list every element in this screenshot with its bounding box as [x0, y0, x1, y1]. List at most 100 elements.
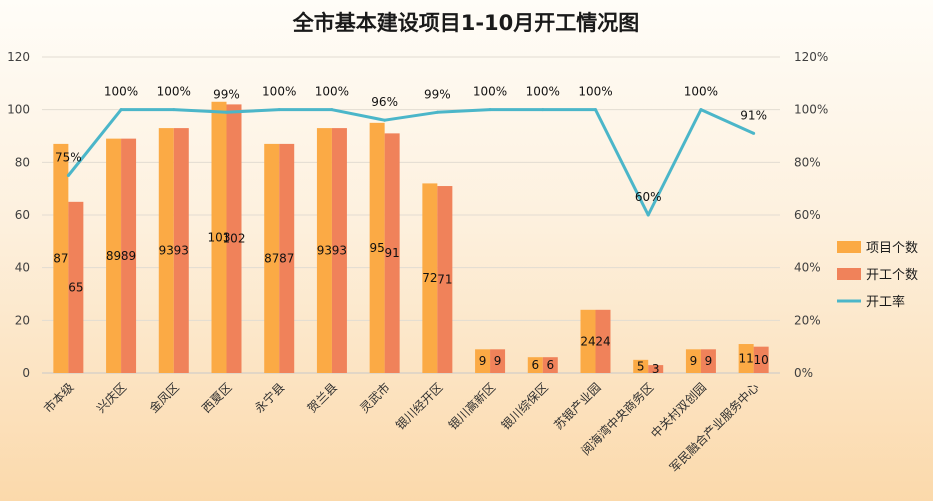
label-rate: 100%: [157, 85, 191, 99]
label-rate: 91%: [740, 108, 767, 122]
label-rate: 99%: [424, 87, 451, 101]
bar-started-count: [595, 309, 611, 373]
category-label: 银川高新区: [445, 380, 498, 433]
label-project-count: 9: [690, 354, 698, 368]
label-project-count: 93: [317, 244, 332, 258]
label-project-count: 89: [106, 249, 121, 263]
label-started-count: 65: [68, 280, 83, 294]
right-tick-label: 120%: [794, 50, 828, 64]
bar-started-count: [121, 138, 137, 373]
rate-point: [225, 110, 228, 114]
bar-project-count: [738, 344, 754, 373]
label-rate: 75%: [55, 151, 82, 165]
rate-point: [488, 108, 492, 112]
left-tick-label: 120: [7, 50, 30, 64]
label-started-count: 71: [437, 273, 452, 287]
label-project-count: 87: [53, 251, 68, 265]
chart-title: 全市基本建设项目1-10月开工情况图: [292, 11, 640, 35]
legend-label: 项目个数: [866, 241, 918, 256]
rate-point: [119, 108, 123, 112]
label-started-count: 91: [385, 246, 400, 260]
legend-label: 开工率: [866, 294, 905, 310]
label-project-count: 93: [159, 244, 174, 258]
label-project-count: 24: [580, 334, 595, 348]
bar-project-count: [580, 309, 596, 373]
bar-project-count: [106, 138, 122, 373]
bar-started-count: [384, 133, 400, 373]
bar-project-count: [264, 143, 280, 373]
label-project-count: 103: [208, 230, 231, 244]
rate-point: [541, 108, 545, 112]
bar-project-count: [527, 357, 543, 373]
label-rate: 100%: [262, 85, 296, 99]
right-tick-label: 80%: [794, 155, 821, 169]
label-started-count: 87: [279, 251, 294, 265]
category-label: 贺兰县: [305, 380, 340, 415]
label-rate: 100%: [473, 85, 507, 99]
right-tick-label: 100%: [794, 103, 828, 117]
bar-project-count: [633, 359, 649, 373]
rate-point: [699, 108, 703, 112]
left-tick-label: 100: [7, 103, 30, 117]
label-rate: 60%: [635, 190, 662, 204]
label-started-count: 102: [223, 232, 246, 246]
label-rate: 100%: [104, 85, 138, 99]
bar-started-count: [437, 186, 453, 373]
label-started-count: 10: [754, 353, 769, 367]
category-label: 金凤区: [146, 380, 182, 416]
category-label: 灵武市: [357, 380, 393, 416]
label-rate: 96%: [371, 95, 398, 109]
rate-point: [752, 131, 756, 135]
label-started-count: 6: [546, 358, 554, 372]
category-label: 银川综保区: [499, 380, 551, 432]
label-project-count: 95: [370, 241, 385, 255]
label-rate: 100%: [578, 85, 612, 99]
bar-started-count: [226, 104, 242, 374]
rate-point: [330, 108, 334, 112]
left-tick-label: 60: [15, 208, 30, 222]
label-started-count: 3: [652, 362, 660, 376]
bar-started-count: [331, 128, 347, 373]
bar-project-count: [211, 101, 227, 374]
label-project-count: 11: [739, 352, 754, 366]
left-tick-label: 0: [22, 366, 30, 380]
label-started-count: 9: [705, 354, 713, 368]
left-tick-label: 40: [15, 261, 30, 275]
category-label: 军民融合产业服务中心: [666, 380, 761, 475]
label-started-count: 89: [121, 249, 136, 263]
category-label: 市本级: [40, 380, 76, 416]
label-project-count: 72: [422, 271, 437, 285]
label-started-count: 24: [595, 334, 610, 348]
rate-point: [66, 174, 70, 177]
category-label: 苏银产业园: [551, 380, 603, 432]
bar-started-count: [753, 346, 769, 373]
label-project-count: 5: [637, 359, 645, 373]
legend-swatch: [837, 268, 861, 280]
right-tick-label: 40%: [794, 261, 821, 275]
bar-project-count: [475, 349, 491, 373]
bar-started-count: [542, 357, 558, 373]
bar-started-count: [279, 143, 295, 373]
bar-project-count: [422, 183, 438, 373]
legend-swatch: [837, 241, 861, 253]
label-project-count: 6: [531, 358, 539, 372]
right-tick-label: 0%: [794, 366, 813, 380]
category-label: 兴庆区: [94, 380, 129, 415]
rate-point: [277, 108, 281, 112]
left-tick-label: 20: [15, 313, 30, 327]
rate-point: [646, 213, 650, 217]
bar-project-count: [369, 122, 385, 373]
rate-point: [435, 110, 439, 114]
left-tick-label: 80: [15, 155, 30, 169]
bar-started-count: [68, 201, 84, 373]
right-tick-label: 20%: [794, 313, 821, 327]
bar-project-count: [685, 349, 701, 373]
category-label: 永宁县: [251, 380, 287, 416]
category-label: 银川经开区: [393, 380, 445, 432]
legend-label: 开工个数: [866, 268, 918, 283]
bar-project-count: [53, 143, 69, 373]
label-started-count: 93: [174, 244, 189, 258]
rate-point: [594, 108, 597, 112]
label-rate: 100%: [315, 85, 349, 99]
